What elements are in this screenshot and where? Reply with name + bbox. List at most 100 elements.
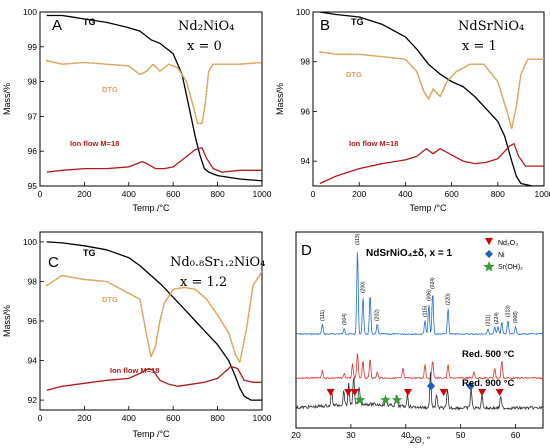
panel-b: 0 200 400 600 800 1000 94 96 98 100 B TG NdSrNiO₄… — [275, 7, 550, 213]
x-tick-label: 400 — [122, 413, 136, 423]
panel-a-formula: Nd₂NiO₄ — [178, 19, 234, 34]
panel-c: 0 200 400 600 800 1000 92 94 96 98 100 C TG Nd₀.₈S… — [2, 231, 272, 439]
peak-label: (008) — [513, 311, 519, 323]
panel-d-red900-label: Red. 900 °C — [462, 378, 515, 389]
panel-d-legend: Nd₂O₃ Ni Sr(OH)₂ — [483, 238, 523, 272]
y-tick-label: 100 — [296, 7, 310, 17]
legend-ni-label: Ni — [498, 252, 505, 259]
y-tick-label: 94 — [28, 356, 38, 366]
x-tick-label: 600 — [166, 413, 180, 423]
nd2o3-triangle-marker — [495, 389, 504, 396]
nd2o3-triangle-marker — [439, 389, 448, 396]
x-tick-label: 800 — [211, 413, 225, 423]
panel-b-ylabel: Mass/% — [275, 83, 285, 115]
panel-a-letter: A — [52, 17, 62, 34]
panel-a-ylabel: Mass/% — [2, 83, 12, 115]
y-tick-label: 96 — [301, 106, 311, 116]
peak-label: (113) — [355, 233, 361, 245]
peak-label: (111) — [320, 310, 326, 321]
series-ion-flow-m-18-line — [46, 365, 262, 391]
x-tick-label: 50 — [456, 430, 466, 440]
series-tg-line — [46, 241, 262, 401]
legend-star-marker — [483, 261, 495, 272]
panel-b-frame — [312, 11, 545, 187]
panel-c-dtg-label: DTG — [102, 295, 118, 304]
panel-c-x-value: x = 1.2 — [180, 275, 227, 290]
series-ion-flow-m-18-line — [46, 147, 262, 173]
peak-label: (313) — [505, 305, 511, 317]
peak-label: (224) — [494, 312, 500, 324]
panel-d-background — [288, 228, 550, 448]
ni-diamond-marker — [466, 381, 475, 391]
panel-b-xlabel: Temp /°C — [409, 203, 447, 213]
x-tick-label: 1000 — [253, 189, 272, 199]
x-tick-label: 400 — [398, 189, 412, 199]
y-tick-label: 100 — [23, 237, 37, 247]
panel-d-phase-markers — [326, 381, 504, 405]
x-tick-label: 0 — [38, 413, 43, 423]
panel-c-formula: Nd₀.₈Sr₁.₂NiO₄ — [170, 255, 265, 270]
panel-b-x-value: x = 1 — [462, 39, 497, 54]
y-tick-label: 98 — [28, 77, 38, 87]
panel-d-series — [295, 252, 544, 411]
y-tick-label: 98 — [301, 57, 311, 67]
panel-b-dtg-label: DTG — [346, 70, 362, 79]
legend-diamond-marker — [485, 250, 493, 258]
x-tick-label: 400 — [122, 189, 136, 199]
y-tick-label: 96 — [28, 146, 38, 156]
panel-b-tg-label: TG — [351, 17, 364, 27]
sroh2-star-marker — [391, 394, 403, 405]
panel-b-ion-label: Ion flow M=18 — [349, 139, 398, 148]
x-tick-label: 200 — [352, 189, 366, 199]
x-tick-label: 0 — [38, 189, 43, 199]
x-tick-label: 200 — [77, 413, 91, 423]
y-tick-label: 92 — [28, 395, 38, 405]
panel-a-dtg-label: DTG — [102, 85, 118, 94]
x-tick-label: 200 — [77, 189, 91, 199]
y-tick-label: 94 — [301, 156, 311, 166]
series-tg-line — [46, 14, 262, 182]
panel-b-ticks: 0 200 400 600 800 1000 94 96 98 100 — [296, 7, 550, 199]
panel-c-ticks: 0 200 400 600 800 1000 92 94 96 98 100 — [23, 237, 272, 423]
peak-label: (024) — [430, 277, 436, 289]
y-tick-label: 95 — [28, 181, 38, 191]
panel-c-ylabel: Mass/% — [2, 305, 12, 337]
panel-a-x-value: x = 0 — [187, 39, 222, 54]
series-ion-flow-m-18-line — [319, 143, 544, 185]
legend-triangle-down-marker — [485, 238, 493, 245]
y-tick-label: 96 — [28, 316, 38, 326]
panel-b-formula: NdSrNiO₄ — [458, 19, 524, 34]
x-tick-label: 1000 — [535, 189, 550, 199]
panel-a-xlabel: Temp /°C — [132, 203, 170, 213]
x-tick-label: 600 — [445, 189, 459, 199]
panel-a-ion-label: Ion flow M=18 — [70, 139, 119, 148]
xrd-pattern-3-line — [295, 372, 544, 411]
panel-d-formula: NdSrNiO₄±δ, x = 1 — [366, 248, 453, 259]
y-tick-label: 99 — [28, 42, 38, 52]
peak-label: (004) — [342, 313, 348, 325]
series-dtg-line — [319, 50, 544, 130]
panel-c-ion-label: Ion flow M=18 — [110, 366, 159, 375]
legend-nd2o3-label: Nd₂O₃ — [498, 240, 518, 247]
nd2o3-triangle-marker — [478, 389, 487, 396]
x-tick-label: 60 — [511, 430, 521, 440]
peak-label: (311) — [486, 314, 492, 326]
series-dtg-line — [45, 59, 262, 125]
panel-c-tg-label: TG — [83, 248, 96, 258]
legend-sroh2-label: Sr(OH)₂ — [498, 264, 523, 271]
panel-b-letter: B — [320, 17, 330, 34]
x-tick-label: 40 — [401, 430, 411, 440]
series-dtg-line — [45, 270, 262, 364]
peak-label: (202) — [375, 309, 381, 321]
xrd-pattern-2-line — [295, 353, 544, 380]
panel-a-tg-label: TG — [83, 17, 96, 27]
xrd-pattern-1-line — [295, 252, 544, 336]
y-tick-label: 97 — [28, 111, 38, 121]
nd2o3-triangle-marker — [344, 389, 353, 396]
peak-label: (200) — [361, 281, 367, 293]
panel-d-letter: D — [301, 242, 312, 259]
x-tick-label: 800 — [211, 189, 225, 199]
panel-d-peak-labels: (111) (004) (113) (200) (202) (115) (006)(024)… — [320, 233, 519, 326]
panel-a: 0 200 400 600 800 1000 95 96 97 98 99 100 A TG Nd₂N… — [2, 7, 272, 213]
